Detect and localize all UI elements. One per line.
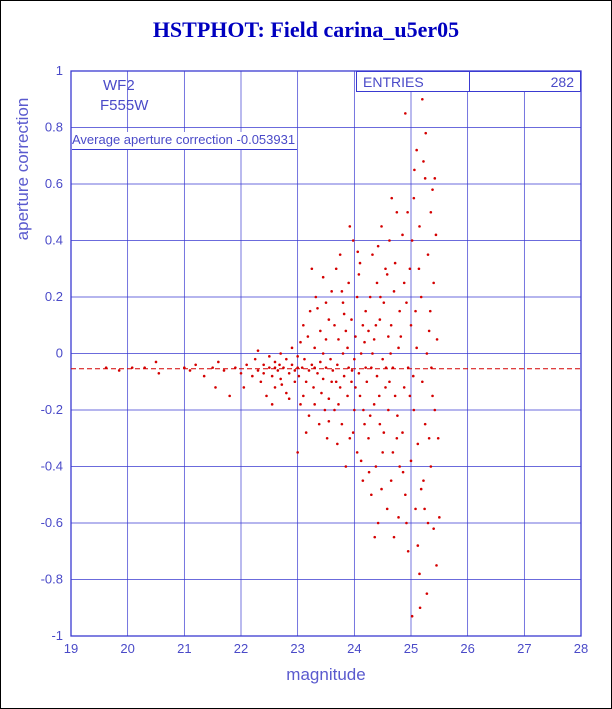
svg-text:-1: -1 [51,628,63,643]
svg-text:-0.2: -0.2 [41,402,63,417]
camera-label: WF2 [103,77,135,94]
svg-text:-0.4: -0.4 [41,459,63,474]
svg-text:0.6: 0.6 [45,176,63,191]
svg-text:0.4: 0.4 [45,233,63,248]
svg-text:26: 26 [460,641,474,656]
svg-text:1: 1 [56,63,63,78]
chart-title: HSTPHOT: Field carina_u5er05 [152,17,460,42]
x-axis-title: magnitude [286,665,366,684]
entries-label: ENTRIES [363,73,424,90]
svg-text:0.2: 0.2 [45,289,63,304]
svg-text:20: 20 [120,641,134,656]
svg-text:28: 28 [574,641,588,656]
entries-divider [469,72,470,91]
svg-text:0: 0 [56,346,63,361]
filter-label: F555W [100,97,149,114]
svg-text:19: 19 [64,641,78,656]
svg-text:25: 25 [404,641,418,656]
svg-text:22: 22 [234,641,248,656]
svg-text:21: 21 [177,641,191,656]
average-aperture-correction-label: Average aperture correction -0.053931 [72,132,298,150]
svg-text:27: 27 [517,641,531,656]
entries-box: ENTRIES 282 [356,71,581,92]
svg-text:-0.6: -0.6 [41,515,63,530]
svg-text:-0.8: -0.8 [41,572,63,587]
y-axis-title: aperture correction [13,97,32,241]
svg-text:0.8: 0.8 [45,120,63,135]
svg-text:24: 24 [347,641,361,656]
svg-text:23: 23 [290,641,304,656]
entries-value: 282 [550,73,574,90]
